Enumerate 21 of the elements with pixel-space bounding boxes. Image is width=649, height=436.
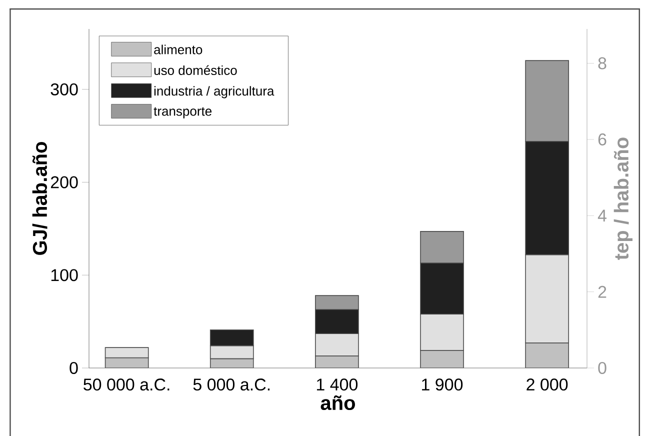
y2-tick-label: 6 <box>598 133 606 146</box>
x-axis-title: año <box>320 395 355 410</box>
x-tick-label: 1 900 <box>422 378 463 391</box>
legend-label: transporte <box>154 107 212 118</box>
x-tick-label: 5 000 a.C. <box>193 378 270 391</box>
y2-tick-label: 8 <box>598 57 606 70</box>
legend-label: industria / agricultura <box>154 86 274 98</box>
y-tick-label: 100 <box>51 269 78 282</box>
y-tick-label: 0 <box>70 362 78 374</box>
y-axis-title: GJ/ hab.año <box>32 142 48 255</box>
y-tick-label: 200 <box>50 176 78 188</box>
y2-axis-title: tep / hab.año <box>614 138 632 260</box>
y2-tick-label: 4 <box>598 210 606 222</box>
legend-label: uso doméstico <box>154 65 237 75</box>
legend-label: alimento <box>154 44 202 54</box>
y2-tick-label: 2 <box>598 286 606 298</box>
y-tick-label: 300 <box>50 83 78 96</box>
x-tick-label: 2 000 <box>526 378 568 391</box>
x-tick-label: 1 400 <box>316 378 358 391</box>
y2-tick-label: 0 <box>598 362 606 374</box>
x-tick-label: 50 000 a.C. <box>84 378 170 391</box>
